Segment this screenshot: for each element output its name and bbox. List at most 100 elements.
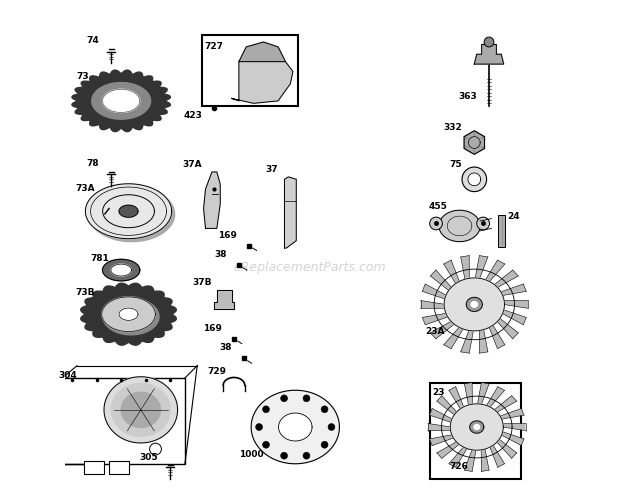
Text: 727: 727 xyxy=(205,42,224,51)
Bar xyxy=(109,461,128,474)
Circle shape xyxy=(321,406,328,413)
Circle shape xyxy=(484,37,494,47)
Polygon shape xyxy=(428,424,451,431)
Polygon shape xyxy=(466,297,482,311)
Text: 38: 38 xyxy=(214,250,227,259)
Text: 73B: 73B xyxy=(76,288,95,297)
Text: 73: 73 xyxy=(77,72,89,81)
Text: eReplacementParts.com: eReplacementParts.com xyxy=(234,261,386,274)
Bar xyxy=(498,215,505,247)
Polygon shape xyxy=(471,302,477,307)
Circle shape xyxy=(263,441,270,448)
Polygon shape xyxy=(112,383,170,436)
Polygon shape xyxy=(499,408,524,420)
Text: 169: 169 xyxy=(218,231,236,240)
Circle shape xyxy=(149,443,161,455)
Polygon shape xyxy=(497,317,518,339)
Text: 73A: 73A xyxy=(76,184,95,192)
Text: 37A: 37A xyxy=(182,160,202,169)
Text: 37: 37 xyxy=(265,166,278,175)
Polygon shape xyxy=(102,259,140,281)
Polygon shape xyxy=(475,255,488,279)
Bar xyxy=(84,461,104,474)
Polygon shape xyxy=(485,260,505,282)
Polygon shape xyxy=(461,329,474,353)
Polygon shape xyxy=(474,45,503,64)
Text: 169: 169 xyxy=(203,324,222,333)
Bar xyxy=(63,378,185,464)
Text: 24: 24 xyxy=(507,212,520,221)
Circle shape xyxy=(328,424,335,431)
Bar xyxy=(430,383,521,479)
Circle shape xyxy=(263,406,270,413)
Polygon shape xyxy=(285,177,296,248)
Polygon shape xyxy=(481,448,489,471)
Polygon shape xyxy=(477,382,489,405)
Polygon shape xyxy=(474,425,480,430)
Polygon shape xyxy=(449,387,464,410)
Polygon shape xyxy=(489,324,505,349)
Circle shape xyxy=(303,452,310,459)
Polygon shape xyxy=(251,390,339,464)
Circle shape xyxy=(321,441,328,448)
Polygon shape xyxy=(494,270,518,288)
Polygon shape xyxy=(72,70,170,131)
Polygon shape xyxy=(439,210,480,242)
Polygon shape xyxy=(468,173,481,186)
Polygon shape xyxy=(500,432,524,445)
Polygon shape xyxy=(494,396,516,413)
Polygon shape xyxy=(444,278,505,331)
Polygon shape xyxy=(215,290,234,310)
Text: 23: 23 xyxy=(433,388,445,397)
Polygon shape xyxy=(81,283,176,345)
Polygon shape xyxy=(102,89,140,113)
Polygon shape xyxy=(464,449,476,471)
Polygon shape xyxy=(422,284,447,300)
Polygon shape xyxy=(489,444,505,467)
Polygon shape xyxy=(92,82,151,119)
Text: 78: 78 xyxy=(86,159,99,168)
Polygon shape xyxy=(119,308,138,320)
Circle shape xyxy=(281,395,288,402)
Polygon shape xyxy=(86,184,172,239)
Text: 1000: 1000 xyxy=(239,450,264,459)
Polygon shape xyxy=(430,270,452,291)
Polygon shape xyxy=(278,413,312,441)
Polygon shape xyxy=(102,297,155,331)
Polygon shape xyxy=(444,326,464,349)
Polygon shape xyxy=(436,396,458,416)
Polygon shape xyxy=(436,441,460,458)
Text: 332: 332 xyxy=(443,123,462,132)
Polygon shape xyxy=(104,377,177,443)
Text: 726: 726 xyxy=(450,462,469,471)
Circle shape xyxy=(303,395,310,402)
Text: 304: 304 xyxy=(58,372,77,380)
Circle shape xyxy=(477,217,490,230)
Polygon shape xyxy=(111,264,131,276)
Polygon shape xyxy=(464,131,484,154)
Polygon shape xyxy=(103,299,159,335)
Text: 38: 38 xyxy=(219,343,231,353)
Text: 729: 729 xyxy=(208,367,227,375)
Text: 423: 423 xyxy=(184,112,202,121)
Circle shape xyxy=(255,424,262,431)
Polygon shape xyxy=(502,424,526,431)
Text: 455: 455 xyxy=(428,202,447,211)
Text: 363: 363 xyxy=(458,92,477,101)
Polygon shape xyxy=(88,186,175,242)
Polygon shape xyxy=(239,42,285,62)
Text: 37B: 37B xyxy=(192,278,212,287)
Polygon shape xyxy=(496,438,516,458)
Polygon shape xyxy=(479,328,488,353)
Polygon shape xyxy=(420,301,446,309)
Polygon shape xyxy=(470,421,484,433)
Polygon shape xyxy=(203,172,220,228)
Polygon shape xyxy=(430,408,453,423)
Polygon shape xyxy=(464,382,472,406)
Polygon shape xyxy=(430,434,454,445)
Polygon shape xyxy=(449,446,467,467)
Polygon shape xyxy=(430,321,455,339)
Text: 23A: 23A xyxy=(425,327,445,336)
Text: 305: 305 xyxy=(140,453,158,462)
Polygon shape xyxy=(422,313,449,325)
